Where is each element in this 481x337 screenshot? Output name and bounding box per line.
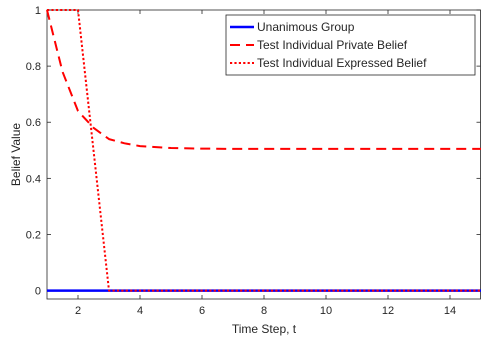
y-tick-label: 1 bbox=[35, 5, 41, 17]
series-line-2 bbox=[46, 9, 481, 150]
x-tick-label: 12 bbox=[382, 305, 394, 317]
legend-box bbox=[225, 14, 476, 76]
y-tick-label: 0.2 bbox=[26, 229, 41, 241]
x-tick-label: 14 bbox=[444, 305, 456, 317]
legend-label-2: Test Individual Private Belief bbox=[257, 38, 408, 52]
x-tick-label: 6 bbox=[199, 305, 205, 317]
x-axis-label: Time Step, t bbox=[232, 322, 297, 336]
series-line-3 bbox=[47, 9, 481, 292]
x-tick-label: 2 bbox=[75, 305, 81, 317]
y-tick-label: 0.6 bbox=[26, 117, 41, 129]
y-tick-label: 0.8 bbox=[26, 61, 41, 73]
y-tick-label: 0 bbox=[35, 286, 41, 298]
x-tick-label: 10 bbox=[320, 305, 332, 317]
y-axis-label: Belief Value bbox=[9, 123, 23, 186]
legend-label-3: Test Individual Expressed Belief bbox=[257, 56, 427, 70]
x-tick-label: 8 bbox=[261, 305, 267, 317]
x-tick-label: 4 bbox=[137, 305, 143, 317]
y-tick-label: 0.4 bbox=[26, 173, 41, 185]
legend-label-1: Unanimous Group bbox=[257, 20, 355, 34]
